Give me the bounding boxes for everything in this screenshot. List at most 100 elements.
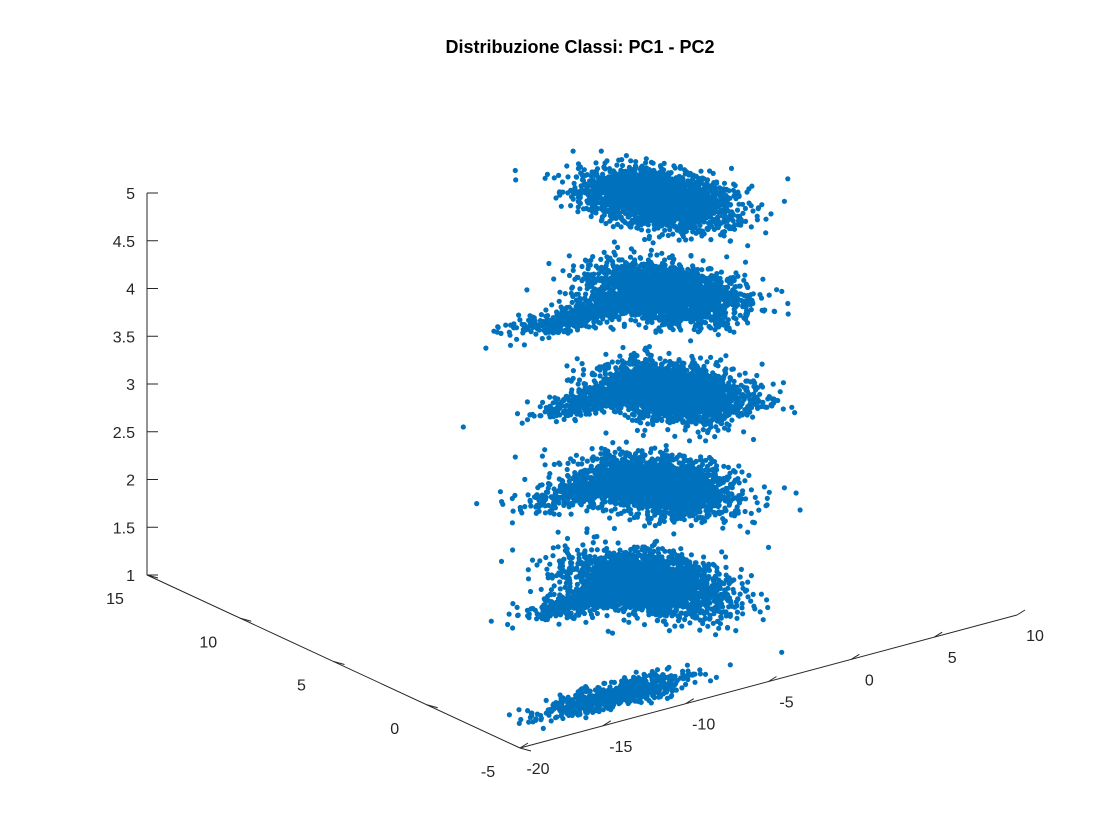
data-point bbox=[560, 695, 566, 701]
data-point bbox=[757, 609, 763, 615]
data-point bbox=[604, 613, 610, 619]
data-point bbox=[611, 679, 618, 686]
data-point bbox=[682, 674, 688, 680]
data-point bbox=[605, 448, 611, 454]
data-point bbox=[735, 596, 741, 602]
data-point bbox=[729, 577, 736, 583]
data-point bbox=[764, 495, 770, 501]
data-point bbox=[640, 553, 646, 559]
data-point bbox=[609, 630, 616, 636]
data-point bbox=[740, 611, 746, 617]
data-point bbox=[615, 560, 622, 566]
data-point bbox=[516, 707, 522, 713]
chart-title: Distribuzione Classi: PC1 - PC2 bbox=[445, 37, 714, 57]
data-point bbox=[732, 469, 738, 475]
data-point bbox=[671, 561, 677, 567]
data-point bbox=[565, 700, 571, 706]
data-point bbox=[706, 616, 713, 622]
data-point bbox=[561, 707, 567, 713]
data-point bbox=[732, 604, 738, 610]
data-point bbox=[557, 579, 563, 585]
data-point bbox=[569, 565, 575, 571]
data-point bbox=[561, 556, 567, 562]
data-point bbox=[603, 430, 609, 436]
data-point bbox=[723, 564, 729, 571]
data-point bbox=[793, 490, 799, 496]
data-point bbox=[687, 561, 693, 567]
data-point bbox=[751, 520, 758, 526]
data-point bbox=[660, 672, 666, 678]
data-point bbox=[726, 604, 732, 610]
data-point bbox=[596, 700, 602, 706]
data-point bbox=[652, 523, 658, 529]
data-point bbox=[566, 554, 572, 561]
data-point bbox=[679, 584, 685, 590]
data-point bbox=[548, 587, 555, 593]
data-point bbox=[714, 565, 720, 571]
data-point bbox=[547, 561, 553, 567]
data-point bbox=[700, 571, 707, 577]
data-point bbox=[661, 567, 668, 573]
data-point bbox=[579, 456, 586, 462]
data-point bbox=[612, 449, 618, 455]
data-point bbox=[557, 570, 563, 576]
data-point bbox=[644, 693, 650, 699]
data-point bbox=[594, 547, 600, 553]
data-point bbox=[706, 573, 712, 580]
data-point bbox=[660, 682, 666, 688]
data-point bbox=[745, 579, 751, 585]
data-point bbox=[718, 579, 724, 586]
data-point bbox=[545, 571, 551, 578]
data-point bbox=[750, 591, 756, 598]
data-point bbox=[680, 513, 686, 519]
data-point bbox=[555, 544, 561, 550]
data-point bbox=[681, 603, 688, 609]
data-point bbox=[548, 708, 555, 714]
data-point bbox=[557, 586, 563, 592]
data-point bbox=[662, 548, 668, 554]
data-point bbox=[582, 548, 588, 554]
data-point bbox=[689, 672, 696, 678]
data-point bbox=[625, 682, 631, 689]
data-point bbox=[636, 684, 642, 690]
data-point bbox=[498, 558, 505, 565]
data-point bbox=[719, 549, 725, 555]
data-point bbox=[739, 605, 745, 611]
data-point bbox=[779, 649, 785, 655]
data-points bbox=[460, 148, 803, 732]
data-point bbox=[620, 557, 626, 563]
data-point bbox=[655, 553, 662, 559]
data-point bbox=[649, 543, 656, 549]
data-point bbox=[742, 478, 748, 484]
data-point bbox=[574, 705, 580, 711]
data-point bbox=[579, 567, 585, 573]
data-point bbox=[745, 529, 751, 535]
data-point bbox=[627, 517, 633, 523]
data-point bbox=[584, 458, 590, 464]
data-point bbox=[562, 543, 568, 549]
data-point bbox=[737, 574, 743, 580]
data-point bbox=[718, 591, 724, 597]
data-point bbox=[746, 472, 752, 478]
data-point bbox=[697, 627, 703, 633]
data-point bbox=[600, 560, 607, 566]
data-point bbox=[574, 547, 581, 553]
data-point bbox=[670, 582, 676, 588]
data-point bbox=[567, 570, 574, 576]
data-point bbox=[649, 606, 655, 613]
data-point bbox=[669, 688, 676, 694]
data-point bbox=[574, 566, 580, 572]
data-point bbox=[525, 567, 531, 573]
data-point bbox=[648, 449, 654, 455]
data-point bbox=[664, 666, 670, 672]
data-point bbox=[656, 675, 662, 682]
data-point bbox=[697, 515, 703, 521]
data-point bbox=[506, 712, 512, 718]
data-point bbox=[651, 562, 657, 568]
data-point bbox=[580, 542, 586, 548]
data-point bbox=[712, 594, 718, 600]
data-point bbox=[609, 572, 616, 578]
data-point bbox=[702, 577, 709, 584]
data-point bbox=[665, 608, 671, 614]
data-point bbox=[512, 454, 518, 460]
